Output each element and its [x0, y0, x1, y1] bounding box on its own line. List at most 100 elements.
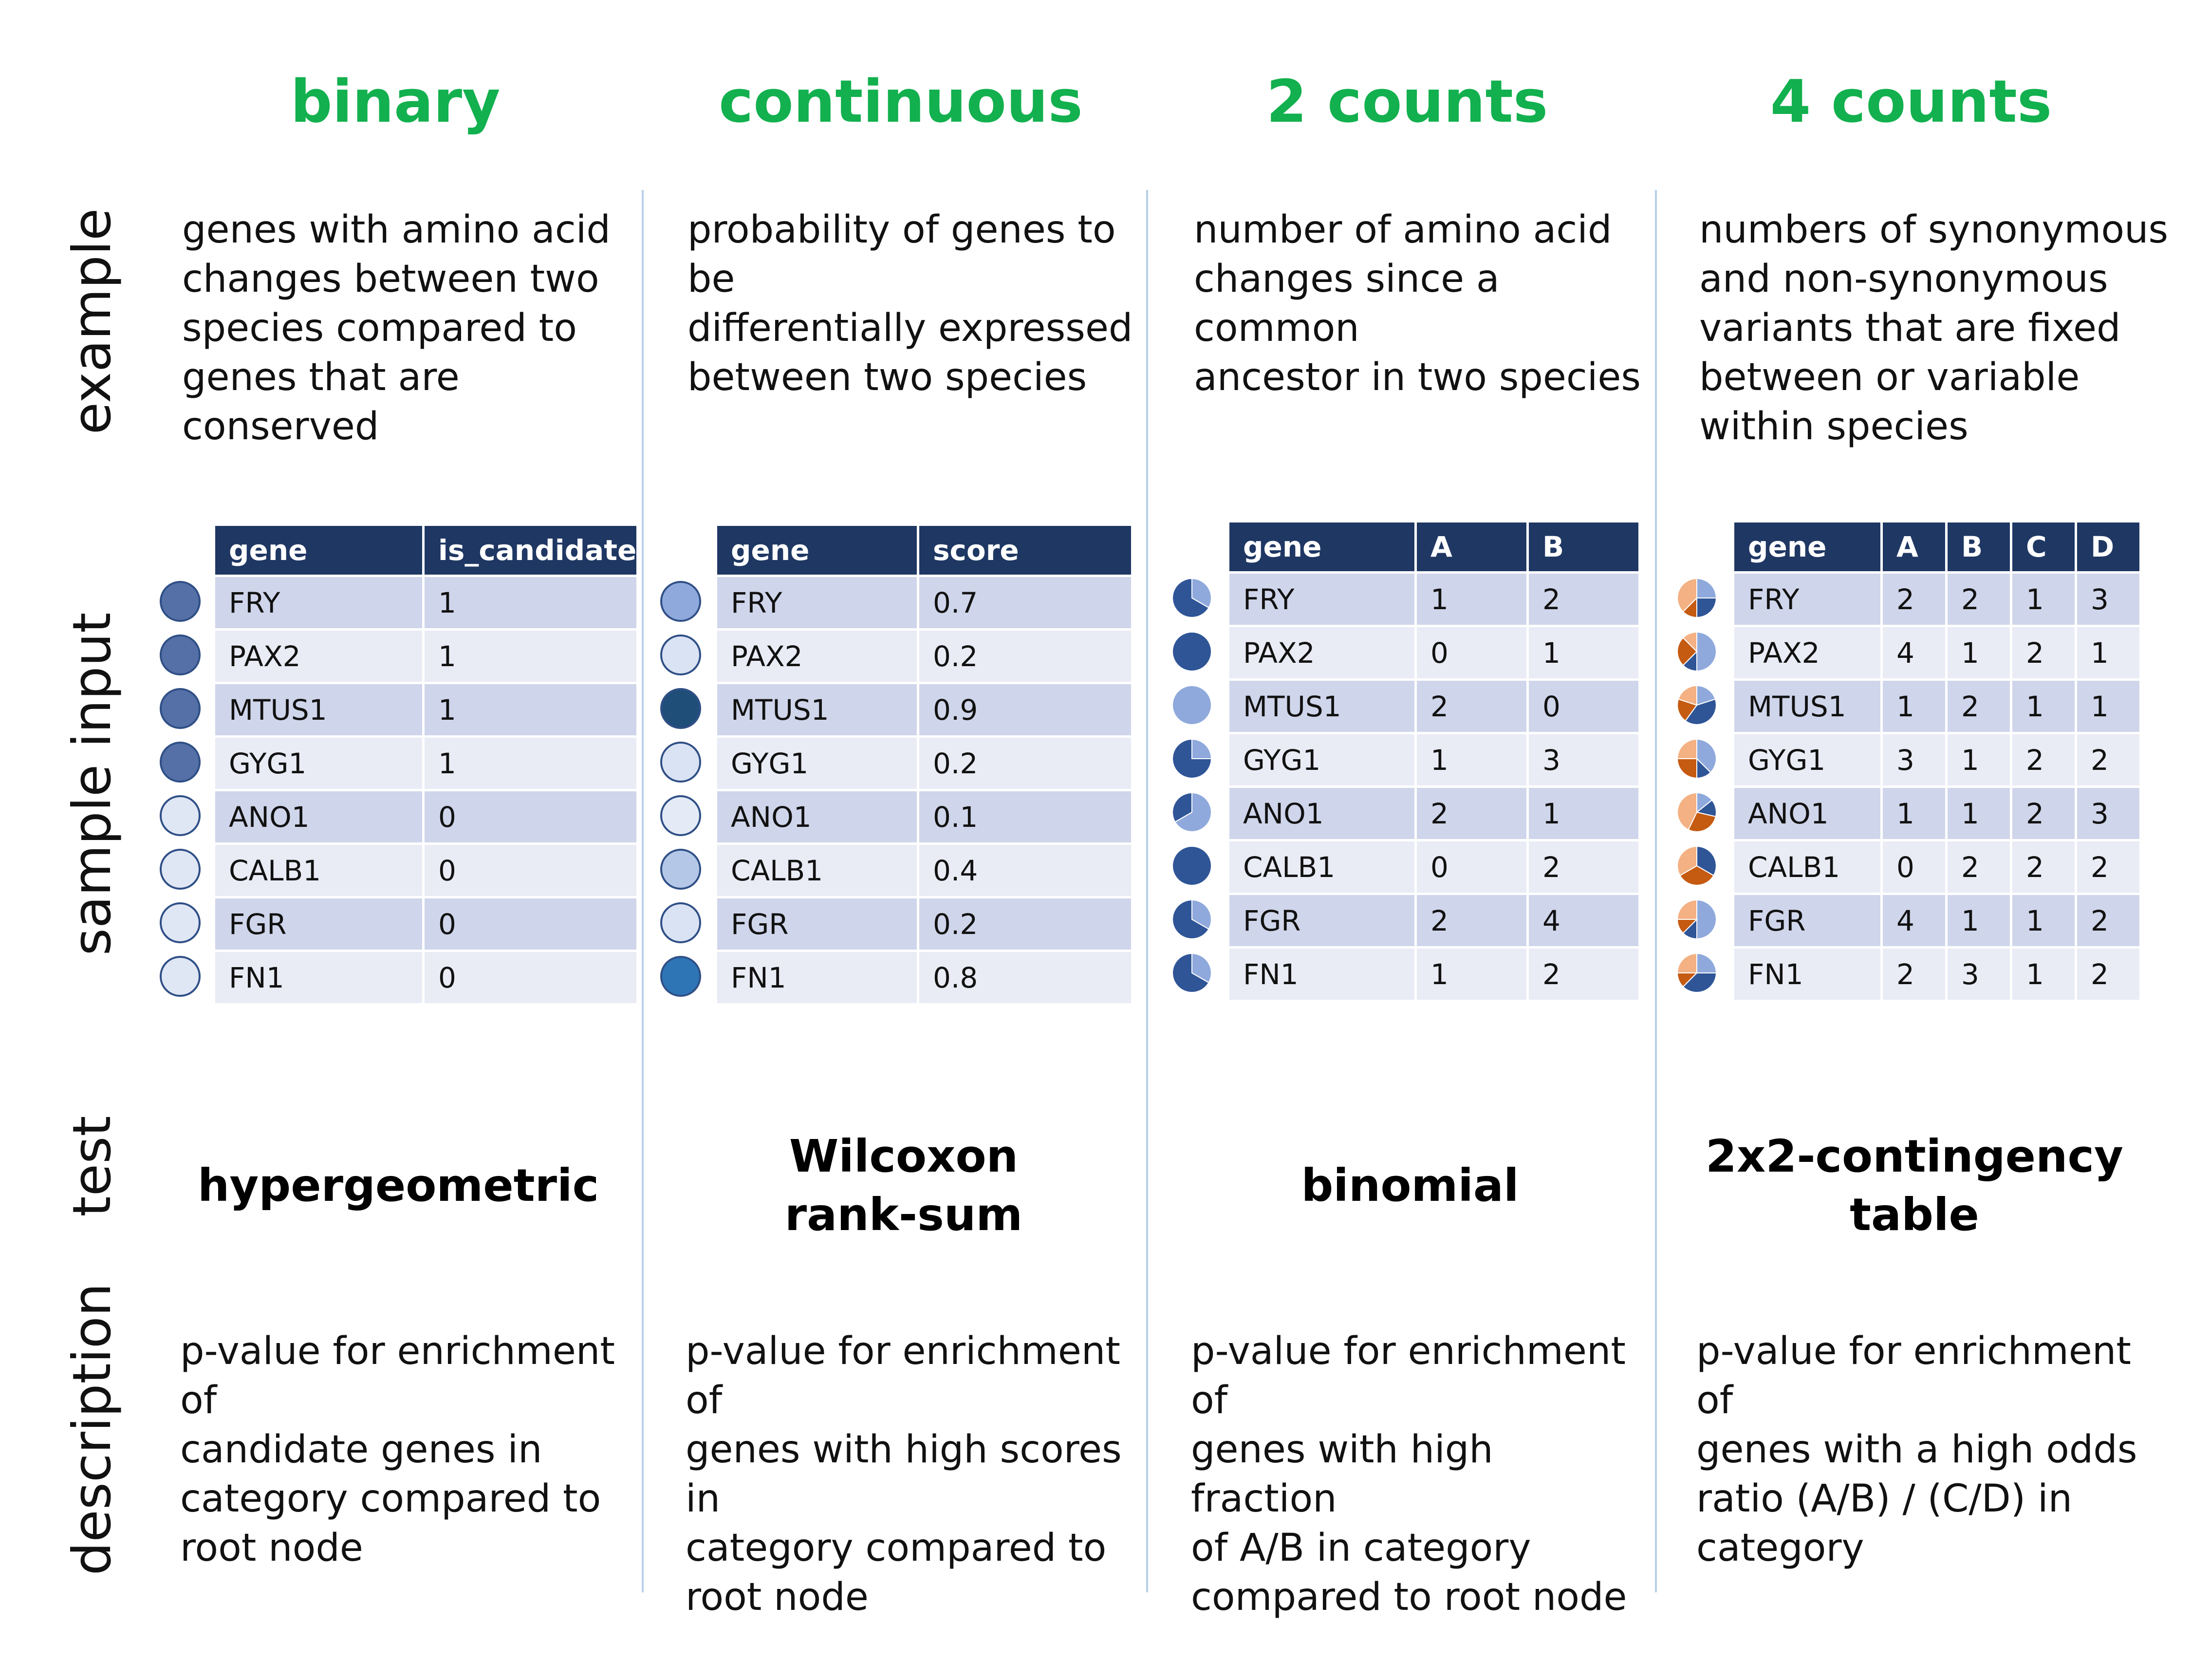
table-row: CALB1 0 2 2 2 — [1734, 841, 2139, 893]
table-row: MTUS1 0.9 — [717, 684, 1131, 735]
table-cell: 0.4 — [919, 845, 1131, 896]
table-row: ANO1 0.1 — [717, 791, 1131, 842]
row-label-test: test — [62, 1116, 123, 1217]
pie-outline — [1172, 953, 1212, 993]
row-label-description: description — [62, 1283, 123, 1576]
table-cell: FRY — [1229, 574, 1414, 625]
text-line: ratio (A/B) / (C/D) in — [1696, 1477, 2073, 1521]
table-cell: 1 — [2012, 895, 2075, 946]
row-marker-circle — [160, 635, 201, 675]
table-cell: CALB1 — [1734, 841, 1880, 893]
description-text-binary: p-value for enrichment of candidate gene… — [180, 1327, 638, 1573]
table-cell: 3 — [2077, 574, 2139, 625]
table-cell: 0.2 — [919, 898, 1131, 950]
text-line: compared to root node — [1191, 1575, 1627, 1619]
table-cell: ANO1 — [717, 791, 917, 842]
text-line: root node — [686, 1575, 869, 1619]
table-cell: 2 — [1883, 574, 1945, 625]
text-line: p-value for enrichment of — [180, 1329, 615, 1422]
table-row: FN1 2 3 1 2 — [1734, 949, 2139, 1000]
table-cell: 1 — [1417, 574, 1526, 625]
test-name-binomial: binomial — [1167, 1157, 1653, 1215]
table-row: MTUS1 2 0 — [1229, 681, 1638, 732]
table-cell: PAX2 — [215, 631, 422, 682]
row-marker-circle — [160, 795, 201, 836]
table-row: FGR 0 — [215, 898, 637, 950]
table-cell: 1 — [1883, 788, 1945, 839]
pie-outline — [1677, 846, 1717, 886]
table-cell: 2 — [2012, 734, 2075, 785]
table-row: FGR 2 4 — [1229, 895, 1638, 946]
sample-table-2-counts: gene A B FRY 1 2 PAX2 0 1 MTUS1 2 0 GYG1 1 3 ANO… — [1227, 520, 1641, 1002]
pie-outline — [1172, 739, 1212, 779]
table-cell: 1 — [1529, 627, 1638, 678]
table-cell: FN1 — [215, 952, 422, 1003]
text-line: species compared to — [182, 306, 577, 350]
example-text-2-counts: number of amino acid changes since a com… — [1194, 205, 1647, 402]
abcd-pie-marker-column — [1676, 578, 1717, 993]
table-row: FRY 0.7 — [717, 577, 1131, 628]
text-line: category — [1696, 1526, 1864, 1570]
column-title-continuous: continuous — [719, 68, 1083, 136]
row-label-example: example — [62, 208, 123, 435]
text-line: numbers of synonymous — [1699, 208, 2169, 252]
text-line: changes since a common — [1194, 257, 1500, 350]
table-cell: 2 — [2077, 841, 2139, 893]
table-cell: 1 — [2012, 681, 2075, 732]
sample-table-4-counts: gene A B C D FRY 2 2 1 3 PAX2 4 1 2 1 MTUS1 1 2 1 1 … — [1732, 520, 2142, 1002]
pie-outline — [1677, 632, 1717, 672]
table-cell: 2 — [1948, 574, 2010, 625]
table-cell: 1 — [2012, 574, 2075, 625]
row-marker-circle — [160, 688, 201, 729]
table-cell: 1 — [425, 738, 637, 789]
table-header: gene — [215, 526, 422, 575]
table-cell: 3 — [1948, 949, 2010, 1000]
ab-pie-marker-column — [1172, 578, 1212, 993]
candidate-marker-column — [160, 581, 201, 997]
table-cell: 0.9 — [919, 684, 1131, 735]
text-line: 2x2-contingency — [1705, 1130, 2124, 1182]
table-cell: 0.1 — [919, 791, 1131, 842]
table-cell: FN1 — [1734, 949, 1880, 1000]
table-cell: 3 — [2077, 788, 2139, 839]
row-marker-circle — [660, 635, 701, 675]
table-row: GYG1 0.2 — [717, 738, 1131, 789]
row-marker-circle — [660, 849, 701, 890]
table-cell: 1 — [425, 684, 637, 735]
pie-outline — [1677, 792, 1717, 832]
table-cell: 2 — [1417, 681, 1526, 732]
table-header: gene — [717, 526, 917, 575]
text-line: p-value for enrichment of — [1191, 1329, 1626, 1422]
text-line: category compared to — [180, 1477, 601, 1521]
table-cell: 1 — [2077, 627, 2139, 678]
table-cell: 4 — [1883, 895, 1945, 946]
table-row: FGR 0.2 — [717, 898, 1131, 950]
sample-table-binary: gene is_candidate FRY 1 PAX2 1 MTUS1 1 GYG1… — [213, 523, 639, 1006]
table-row: ANO1 2 1 — [1229, 788, 1638, 839]
table-row: GYG1 1 3 — [1229, 734, 1638, 785]
table-cell: 0 — [425, 845, 637, 896]
table-cell: 2 — [1417, 895, 1526, 946]
text-line: genes with high fraction — [1191, 1428, 1493, 1521]
text-line: table — [1850, 1189, 1979, 1241]
table-cell: FGR — [1734, 895, 1880, 946]
text-line: category compared to — [686, 1526, 1107, 1570]
table-row: FN1 1 2 — [1229, 949, 1638, 1000]
text-line: genes that are conserved — [182, 355, 460, 448]
table-header: C — [2012, 523, 2075, 571]
table-cell: FN1 — [1229, 949, 1414, 1000]
score-marker-column — [660, 581, 701, 997]
table-cell: FN1 — [717, 952, 917, 1003]
table-cell: 2 — [1529, 841, 1638, 893]
row-marker-circle — [160, 581, 201, 622]
table-cell: GYG1 — [1229, 734, 1414, 785]
pie-outline — [1172, 578, 1212, 618]
pie-outline — [1172, 632, 1212, 672]
pie-slice — [1172, 686, 1211, 725]
table-cell: 1 — [2077, 681, 2139, 732]
pie-outline — [1172, 846, 1212, 886]
table-cell: 1 — [1883, 681, 1945, 732]
table-cell: 0 — [425, 791, 637, 842]
table-cell: FRY — [717, 577, 917, 628]
table-row: GYG1 1 — [215, 738, 637, 789]
